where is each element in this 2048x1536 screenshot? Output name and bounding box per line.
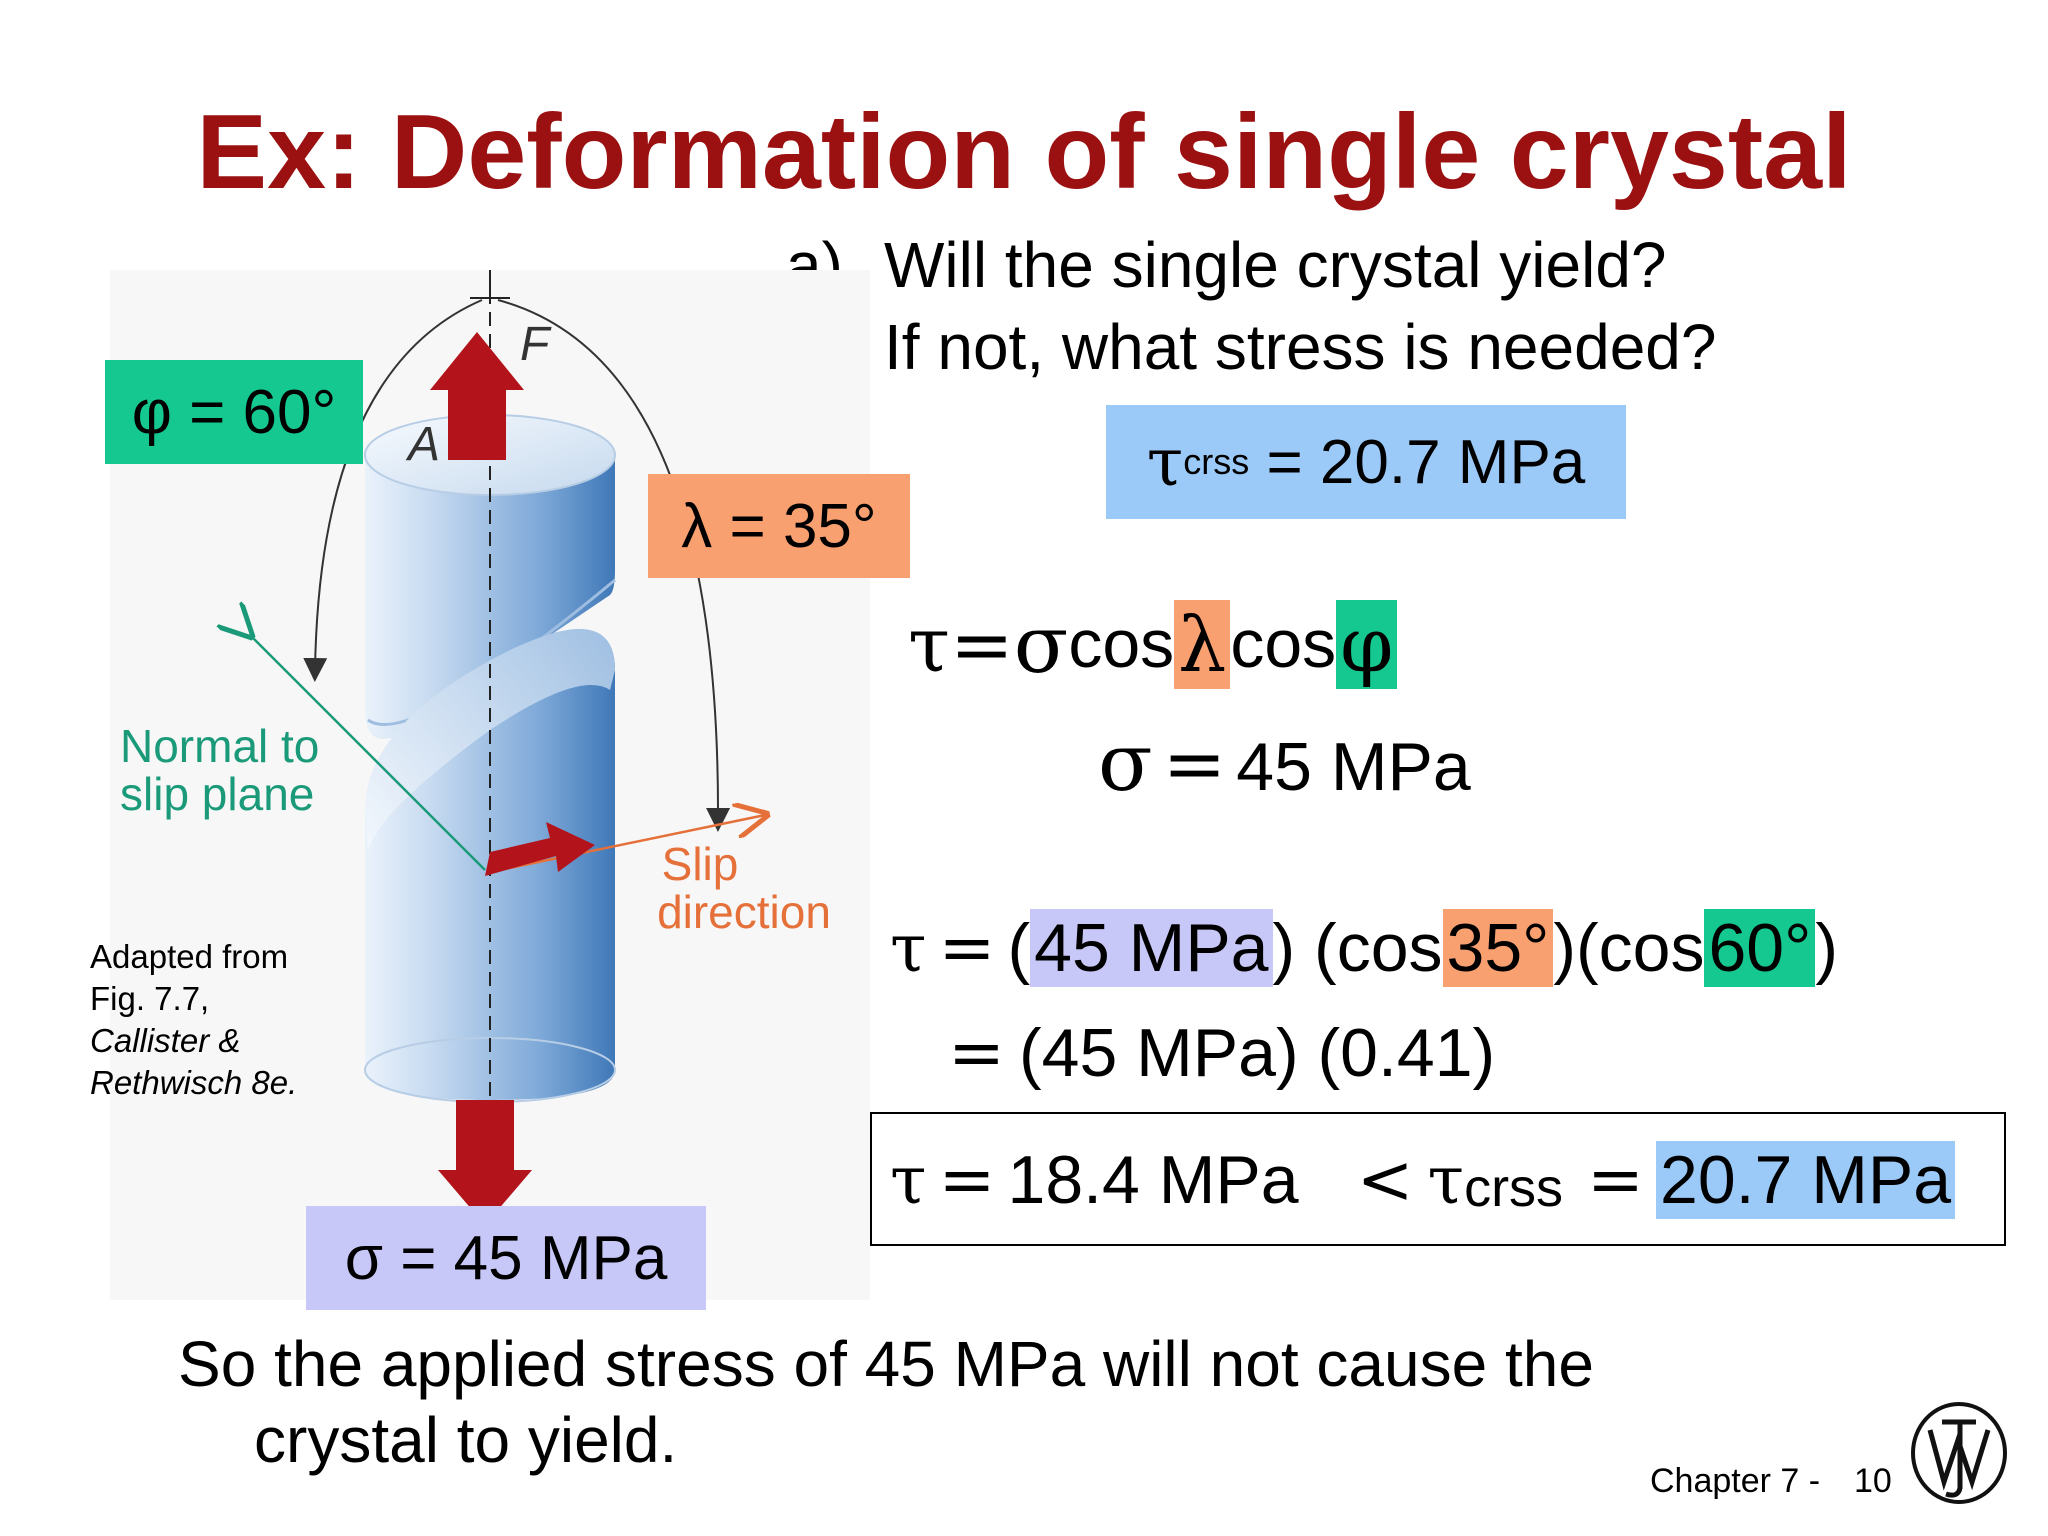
caption-line1: Adapted from xyxy=(90,938,289,975)
slide-title: Ex: Deformation of single crystal xyxy=(196,93,1852,211)
sub1-equals: = xyxy=(938,908,996,988)
sub2-text: (45 MPa) (0.41) xyxy=(1018,1015,1496,1091)
result-box: τ = 18.4 MPa < τ crss = 20.7 MPa xyxy=(870,1112,2006,1246)
sub1-cos-a: ) (cos xyxy=(1272,910,1443,986)
sub1-paren-close: ) xyxy=(1815,910,1838,986)
publisher-logo xyxy=(1911,1402,2007,1504)
phi-angle-badge: φ = 60° xyxy=(105,360,363,464)
sub1-paren-open: ( xyxy=(1007,910,1031,986)
conclusion-line2: crystal to yield. xyxy=(254,1404,678,1476)
tau-crss-subscript: crss xyxy=(1183,441,1250,482)
normal-label-line1: Normal to xyxy=(120,720,319,772)
caption-line2: Fig. 7.7, xyxy=(90,980,210,1017)
sigma-badge: σ = 45 MPa xyxy=(306,1206,706,1310)
conclusion-line1: So the applied stress of 45 MPa will not… xyxy=(178,1328,1594,1400)
caption-line4: Rethwisch 8e. xyxy=(90,1064,298,1101)
result-equals: = xyxy=(938,1140,996,1220)
schmid-tau: τ xyxy=(908,599,951,689)
slip-direction-line xyxy=(499,815,765,872)
result-crss-value: 20.7 MPa xyxy=(1656,1141,1956,1219)
schmid-sigma: σ xyxy=(1013,597,1069,691)
question-b: b)If not, what stress is needed? xyxy=(786,310,1716,384)
normal-line xyxy=(250,635,486,871)
sigma-symbol: σ xyxy=(1098,716,1153,809)
sub1-lambda-value: 35° xyxy=(1442,909,1554,987)
sub2-equals: = xyxy=(948,1014,1005,1093)
result-crss-subscript: crss xyxy=(1464,1158,1564,1218)
question-a-text: Will the single crystal yield? xyxy=(884,229,1667,301)
sigma-badge-text: σ = 45 MPa xyxy=(344,1223,668,1293)
phi-angle-text: φ = 60° xyxy=(131,377,337,447)
page-number: 10 xyxy=(1854,1462,1892,1500)
lambda-arc xyxy=(497,299,731,832)
force-arrow-up xyxy=(430,332,524,460)
question-a: a) Will the single crystal yield? xyxy=(786,228,1667,302)
result-equation: τ = 18.4 MPa < τ crss = 20.7 MPa xyxy=(890,1130,1956,1230)
slip-label-line1: Slip xyxy=(662,838,739,890)
sigma-value-equation: σ = 45 MPa xyxy=(1098,716,1471,809)
schmid-cos2: cos xyxy=(1230,606,1337,682)
area-label: A xyxy=(405,418,440,471)
schmid-equals: = xyxy=(950,599,1014,689)
result-tau: τ xyxy=(890,1141,927,1219)
result-less-than: < xyxy=(1356,1140,1414,1220)
result-equals2: = xyxy=(1587,1140,1645,1220)
schmid-phi: φ xyxy=(1336,599,1398,689)
slip-arrow xyxy=(485,822,595,876)
sub1-cos-b: )(cos xyxy=(1553,910,1705,986)
sub1-phi-value: 60° xyxy=(1704,909,1816,987)
result-tau-crss: τ xyxy=(1427,1141,1465,1219)
sigma-value: 45 MPa xyxy=(1236,729,1471,805)
result-value: 18.4 MPa xyxy=(1007,1142,1299,1218)
tau-crss-symbol: τ xyxy=(1146,423,1184,501)
caption-line3: Callister & xyxy=(90,1022,241,1059)
sub1-tau: τ xyxy=(890,909,927,987)
force-label: F xyxy=(520,318,552,371)
schmid-equation: τ = σ cos λ cos φ xyxy=(908,597,1398,691)
figure-caption: Adapted from Fig. 7.7, Callister & Rethw… xyxy=(90,936,297,1104)
tau-crss-badge: τ crss = 20.7 MPa xyxy=(1106,405,1626,519)
slip-label-line2: direction xyxy=(657,886,831,938)
substitution-line1: τ =(45 MPa) (cos 35°)(cos 60°) xyxy=(890,898,1838,998)
question-b-text: If not, what stress is needed? xyxy=(884,311,1717,383)
normal-label-line2: slip plane xyxy=(120,768,314,820)
schmid-lambda: λ xyxy=(1174,599,1231,689)
force-arrow-down xyxy=(438,1100,532,1225)
sub1-stress-value: 45 MPa xyxy=(1030,909,1273,987)
lambda-angle-text: λ = 35° xyxy=(681,491,877,561)
substitution-line2: = (45 MPa) (0.41) xyxy=(948,1014,1495,1093)
tau-crss-value: = 20.7 MPa xyxy=(1266,427,1586,497)
sigma-equals: = xyxy=(1162,719,1227,808)
chapter-label: Chapter 7 - xyxy=(1650,1462,1821,1500)
lambda-angle-badge: λ = 35° xyxy=(648,474,910,578)
schmid-cos1: cos xyxy=(1068,606,1175,682)
